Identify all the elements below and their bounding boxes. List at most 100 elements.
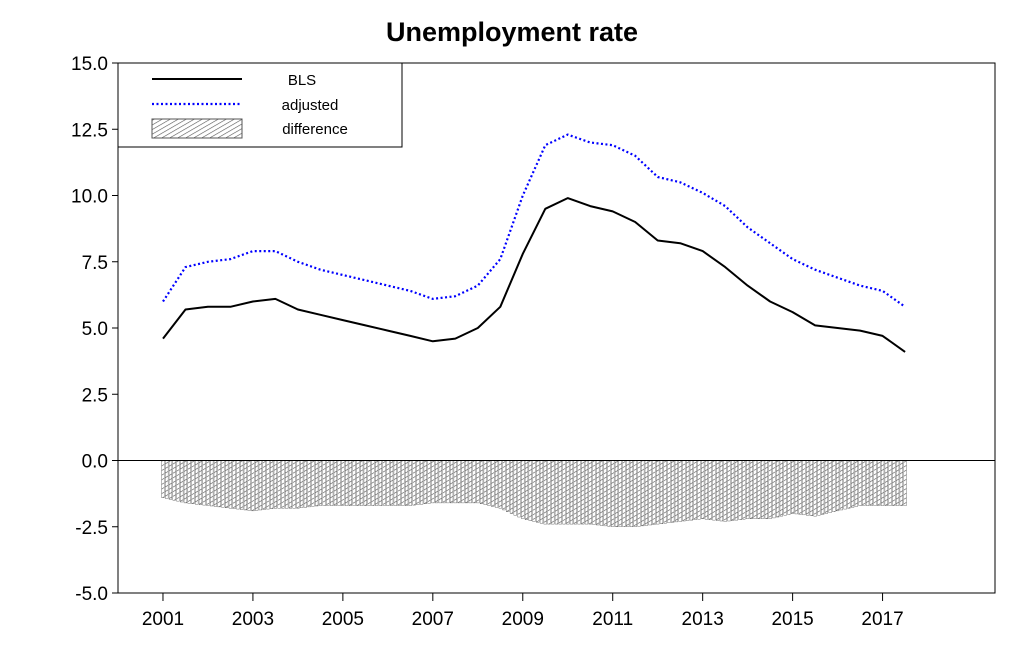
difference-bar: [562, 460, 566, 525]
difference-bar: [674, 460, 679, 523]
difference-bar: [285, 460, 289, 509]
difference-bar: [360, 460, 364, 506]
difference-bar: [258, 460, 263, 511]
y-tick-label: 2.5: [82, 385, 108, 406]
difference-bar: [738, 460, 742, 520]
difference-bar: [419, 460, 424, 505]
x-tick-label: 2001: [142, 609, 184, 630]
difference-bar: [850, 460, 855, 508]
difference-bar: [266, 460, 270, 510]
difference-bar: [371, 460, 375, 506]
difference-bar: [686, 460, 690, 521]
difference-bar: [303, 460, 307, 508]
difference-bar: [243, 460, 248, 511]
difference-bar: [446, 460, 450, 504]
difference-bar: [865, 460, 870, 506]
difference-bar: [427, 460, 431, 504]
difference-bar: [652, 460, 656, 525]
difference-bar: [569, 460, 574, 525]
y-tick-label: 7.5: [82, 253, 108, 274]
difference-bar: [393, 460, 397, 506]
difference-bar: [783, 460, 787, 516]
difference-bar: [382, 460, 386, 506]
difference-bar: [835, 460, 840, 512]
chart-title: Unemployment rate: [386, 17, 638, 47]
difference-bar: [195, 460, 199, 505]
x-tick-label: 2003: [232, 609, 274, 630]
difference-bar: [813, 460, 817, 517]
difference-bar: [198, 460, 203, 505]
difference-bar: [221, 460, 225, 508]
difference-bar: [225, 460, 229, 508]
difference-bar: [468, 460, 472, 504]
difference-bar: [723, 460, 727, 522]
difference-bar: [749, 460, 753, 519]
difference-bar: [168, 460, 173, 500]
legend-label-bls: BLS: [288, 72, 316, 89]
y-tick-label: 10.0: [71, 187, 108, 208]
difference-bar: [626, 460, 630, 527]
difference-bar: [457, 460, 461, 504]
difference-bar: [671, 460, 675, 523]
difference-bar: [494, 460, 499, 508]
difference-bar: [255, 460, 259, 511]
difference-bar: [281, 460, 285, 509]
legend-label-adjusted: adjusted: [282, 97, 339, 114]
difference-bar: [641, 460, 645, 527]
series-lines: [162, 133, 906, 353]
difference-bar: [648, 460, 652, 526]
difference-bar: [330, 460, 334, 506]
difference-bar: [772, 460, 776, 519]
difference-bar: [824, 460, 828, 514]
difference-bar: [903, 460, 907, 506]
difference-bar: [483, 460, 487, 505]
difference-bar: [423, 460, 427, 504]
difference-bar: [551, 460, 555, 525]
difference-bars: [161, 460, 907, 527]
difference-bar: [659, 460, 664, 524]
difference-bar: [187, 460, 191, 504]
difference-bar: [408, 460, 412, 506]
difference-bar: [326, 460, 330, 506]
difference-bar: [461, 460, 465, 504]
difference-bar: [847, 460, 851, 509]
difference-bar: [622, 460, 626, 527]
difference-bar: [843, 460, 847, 510]
difference-bar: [389, 460, 394, 506]
difference-bar: [262, 460, 266, 510]
difference-bar: [532, 460, 536, 522]
difference-bar: [614, 460, 619, 527]
difference-bar: [513, 460, 517, 516]
difference-bar: [176, 460, 180, 502]
difference-bar: [509, 460, 514, 514]
difference-bar: [794, 460, 798, 515]
difference-bar: [764, 460, 768, 519]
x-axis: 2001 2003 2005 2007 2009 2011 2013 2015 2017: [142, 593, 904, 630]
difference-bar: [191, 460, 195, 504]
difference-bar: [315, 460, 319, 507]
series-line-bls: [162, 197, 906, 353]
difference-bar: [895, 460, 900, 506]
difference-bar: [165, 460, 169, 499]
legend-swatch-difference: [151, 118, 243, 139]
difference-bar: [479, 460, 484, 504]
difference-bar: [869, 460, 873, 506]
difference-bar: [401, 460, 405, 506]
difference-bar: [416, 460, 420, 505]
difference-bar: [791, 460, 795, 514]
difference-bar: [202, 460, 206, 506]
x-tick-label: 2017: [861, 609, 903, 630]
difference-bar: [543, 460, 547, 525]
difference-bar: [277, 460, 281, 509]
difference-bar: [367, 460, 371, 506]
difference-bar: [809, 460, 813, 516]
y-tick-label: 15.0: [71, 54, 108, 75]
difference-bar: [577, 460, 581, 525]
difference-bar: [374, 460, 379, 506]
difference-bar: [502, 460, 506, 511]
difference-bar: [611, 460, 615, 527]
difference-bar: [817, 460, 821, 516]
difference-bar: [858, 460, 862, 506]
difference-bar: [472, 460, 476, 504]
